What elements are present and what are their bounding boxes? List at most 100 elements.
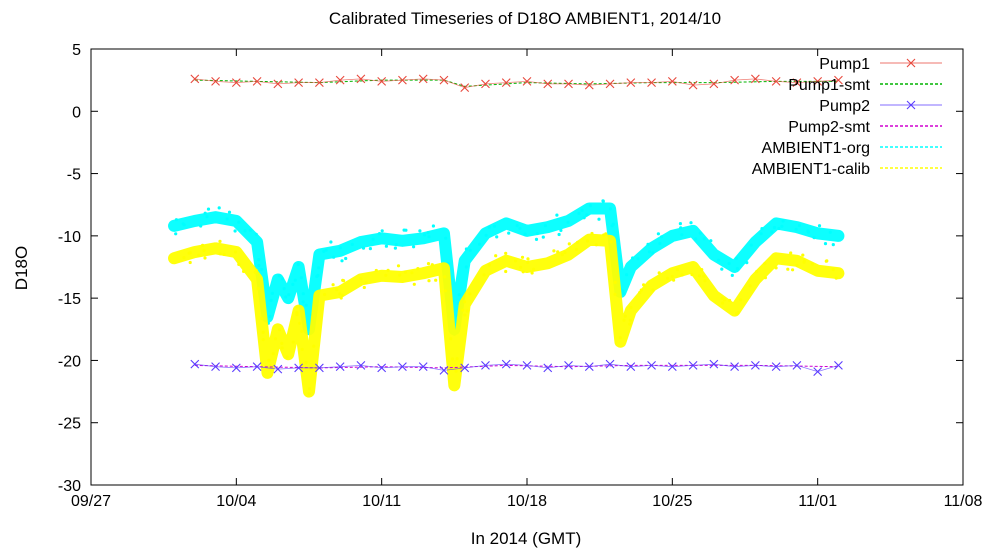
series-point-ambient1-org (268, 314, 272, 318)
series-point-ambient1-org (647, 250, 652, 254)
series-point-ambient1-org (280, 277, 285, 281)
series-point-pump1 (688, 80, 698, 90)
series-point-pump1 (564, 79, 573, 89)
series-point-pump2 (647, 361, 656, 370)
series-point-ambient1-calib (280, 346, 284, 350)
series-point-ambient1-org (174, 218, 178, 222)
series-point-ambient1-calib (312, 344, 316, 348)
series-point-pump1 (294, 78, 304, 88)
series-point-pump2 (688, 361, 698, 370)
series-point-ambient1-org (817, 224, 822, 228)
series-point-ambient1-org (393, 246, 397, 250)
series-point-ambient1-org (282, 287, 286, 291)
series-point-ambient1-org (257, 263, 261, 268)
series-point-ambient1-org (611, 222, 615, 226)
series-point-ambient1-org (464, 247, 468, 251)
series-point-pump1 (792, 78, 802, 88)
series-point-ambient1-calib (338, 292, 342, 296)
series-line-pump1 (194, 78, 839, 89)
series-point-ambient1-org (380, 229, 384, 233)
series-point-ambient1-calib (434, 278, 438, 282)
series-point-ambient1-calib (639, 288, 643, 292)
legend-marker-pump1 (906, 58, 916, 68)
series-point-ambient1-org (555, 213, 559, 217)
series-point-ambient1-calib (197, 253, 201, 257)
series-point-ambient1-calib (323, 292, 327, 297)
series-point-ambient1-calib (666, 276, 670, 280)
series-point-ambient1-calib (560, 253, 564, 257)
series-point-ambient1-org (772, 225, 777, 230)
series-point-ambient1-org (601, 199, 605, 203)
series-point-ambient1-org (760, 227, 764, 231)
series-point-ambient1-calib (526, 257, 530, 261)
series-point-ambient1-calib (386, 268, 390, 272)
series-point-ambient1-calib (602, 233, 606, 237)
series-point-ambient1-calib (810, 262, 815, 266)
axis-ticks: 09/27 10/04 10/11 10/18 10/25 11/01 11/08 5 0 -5 -… (58, 42, 983, 510)
series-point-ambient1-calib (273, 337, 278, 341)
series-point-ambient1-calib (521, 270, 525, 274)
series-point-pump2 (356, 361, 366, 370)
series-point-ambient1-calib (623, 314, 627, 318)
series-point-ambient1-calib (514, 259, 518, 263)
series-point-ambient1-org (174, 232, 178, 236)
series-point-ambient1-calib (690, 272, 694, 277)
series-point-ambient1-org (493, 224, 497, 228)
series-point-ambient1-org (426, 231, 430, 235)
series-point-ambient1-org (727, 261, 731, 266)
series-point-ambient1-calib (443, 275, 447, 279)
series-point-ambient1-org (444, 236, 448, 240)
series-point-ambient1-calib (567, 242, 571, 246)
series-point-ambient1-org (225, 217, 229, 221)
legend-label-ambient1-calib: AMBIENT1-calib (752, 161, 870, 178)
series-point-ambient1-org (518, 226, 522, 230)
series-point-ambient1-calib (739, 298, 743, 302)
series-point-pump1 (231, 78, 241, 88)
series-point-ambient1-calib (763, 276, 768, 280)
series-point-ambient1-calib (463, 313, 467, 317)
series-point-ambient1-org (377, 232, 382, 236)
series-point-ambient1-calib (427, 279, 431, 283)
series-point-pump1 (584, 80, 594, 90)
x-tick-label: 10/11 (362, 493, 401, 510)
series-point-ambient1-calib (188, 260, 192, 265)
series-point-ambient1-org (660, 235, 664, 239)
series-point-pump2 (522, 361, 532, 370)
series-point-ambient1-calib (672, 278, 676, 282)
series-point-ambient1-org (597, 217, 601, 221)
series-point-pump1 (335, 75, 345, 85)
series-point-ambient1-org (402, 228, 406, 232)
series-point-ambient1-org (535, 231, 539, 236)
series-point-ambient1-org (340, 259, 344, 263)
series-point-ambient1-calib (494, 254, 498, 258)
series-point-ambient1-org (749, 243, 753, 247)
series-point-ambient1-calib (736, 310, 740, 314)
y-tick-label: -20 (58, 353, 81, 370)
series-point-ambient1-calib (504, 269, 508, 274)
series-point-ambient1-calib (629, 305, 633, 310)
series-point-ambient1-calib (454, 369, 458, 373)
series-point-pump2 (771, 362, 781, 372)
series-point-ambient1-calib (721, 301, 725, 305)
series-point-ambient1-calib (218, 239, 222, 243)
y-axis-label: D18O (12, 246, 31, 290)
series-point-pump1 (439, 75, 449, 85)
x-tick-label: 10/04 (216, 493, 256, 510)
legend-marker-pump2 (906, 100, 916, 110)
series-point-ambient1-org (260, 267, 264, 272)
series-point-ambient1-org (487, 225, 491, 229)
series-point-ambient1-org (780, 224, 784, 228)
series-point-ambient1-calib (638, 291, 642, 295)
series-point-pump1 (501, 78, 511, 88)
series-point-ambient1-calib (789, 251, 793, 255)
series-point-ambient1-calib (359, 277, 363, 281)
series-point-ambient1-org (831, 243, 835, 247)
series-point-ambient1-org (227, 210, 232, 214)
series-point-ambient1-org (237, 220, 241, 224)
series-point-ambient1-calib (609, 240, 613, 244)
series-point-ambient1-calib (261, 330, 265, 334)
series-point-pump2 (584, 362, 594, 372)
series-point-ambient1-calib (702, 274, 706, 278)
